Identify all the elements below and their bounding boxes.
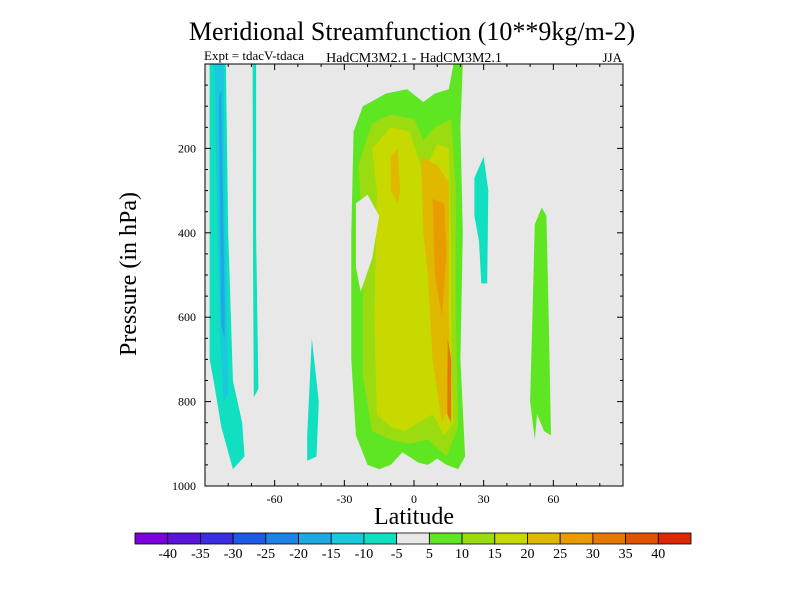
- plot-area: [205, 64, 623, 486]
- chart-title: Meridional Streamfunction (10**9kg/m-2): [189, 17, 635, 46]
- colorbar-label: -20: [289, 547, 308, 562]
- colorbar-swatch: [592, 532, 626, 545]
- contour-region-4: [252, 64, 259, 398]
- colorbar-swatch: [265, 532, 299, 545]
- chart-subtitle-center: HadCM3M2.1 - HadCM3M2.1: [326, 51, 502, 66]
- colorbar-label: 10: [455, 547, 469, 562]
- colorbar-label: -15: [322, 547, 341, 562]
- colorbar-swatch: [559, 532, 594, 545]
- colorbar-swatch: [494, 532, 528, 545]
- x-tick-label: 60: [547, 492, 559, 506]
- colorbar-label: -5: [391, 547, 403, 562]
- y-tick-label: 800: [178, 395, 196, 409]
- axes: -60 -30 0 30 60 200 400 600 800 1000: [172, 63, 624, 506]
- contour-region-5: [307, 338, 319, 461]
- colorbar-swatch: [167, 532, 201, 545]
- colorbar-label: -25: [256, 547, 275, 562]
- x-tick-label: -60: [267, 492, 283, 506]
- contour-region-3: [218, 89, 225, 339]
- colorbar-label: 30: [586, 547, 600, 562]
- contour-region-11: [432, 199, 447, 318]
- colorbar-swatch: [330, 532, 365, 545]
- colorbar: -40 -35 -30 -25 -20 -15 -10 -5 5 10 15 20 25 30 35 40: [134, 532, 692, 562]
- colorbar-swatch: [428, 532, 463, 545]
- contour-region-9: [390, 148, 401, 204]
- y-tick-label: 200: [178, 141, 196, 155]
- colorbar-swatch: [527, 532, 561, 545]
- contour-region-12: [447, 338, 452, 423]
- y-tick-label: 1000: [172, 479, 196, 493]
- y-axis-label: Pressure (in hPa): [116, 192, 142, 356]
- colorbar-label: -40: [158, 547, 177, 562]
- colorbar-swatch: [625, 532, 659, 545]
- y-tick-label: 400: [178, 226, 196, 240]
- x-tick-label: 0: [411, 492, 417, 506]
- colorbar-swatch: [134, 532, 169, 545]
- colorbar-swatch: [232, 532, 267, 545]
- colorbar-label: -35: [191, 547, 210, 562]
- chart-subtitle-left: Expt = tdacV-tdaca: [204, 48, 304, 63]
- y-tick-label: 600: [178, 310, 196, 324]
- colorbar-swatch: [657, 532, 692, 545]
- chart-subtitle-right: JJA: [602, 50, 622, 65]
- x-tick-label: -30: [336, 492, 352, 506]
- colorbar-swatch: [363, 532, 398, 545]
- colorbar-swatch: [396, 532, 430, 545]
- colorbar-swatch: [298, 532, 332, 545]
- colorbar-swatch: [461, 532, 496, 545]
- colorbar-label: -10: [355, 547, 374, 562]
- colorbar-label: 25: [553, 547, 567, 562]
- x-axis-label: Latitude: [374, 504, 454, 530]
- contour-region-15: [530, 207, 551, 440]
- colorbar-label: 40: [651, 547, 665, 562]
- x-tick-label: 30: [478, 492, 490, 506]
- colorbar-swatch: [200, 532, 234, 545]
- contour-region-14: [474, 156, 489, 284]
- colorbar-label: 20: [520, 547, 534, 562]
- colorbar-label: 35: [619, 547, 633, 562]
- colorbar-label: -30: [224, 547, 243, 562]
- contour-region-13: [355, 194, 380, 292]
- colorbar-label: 15: [488, 547, 502, 562]
- colorbar-label: 5: [426, 547, 433, 562]
